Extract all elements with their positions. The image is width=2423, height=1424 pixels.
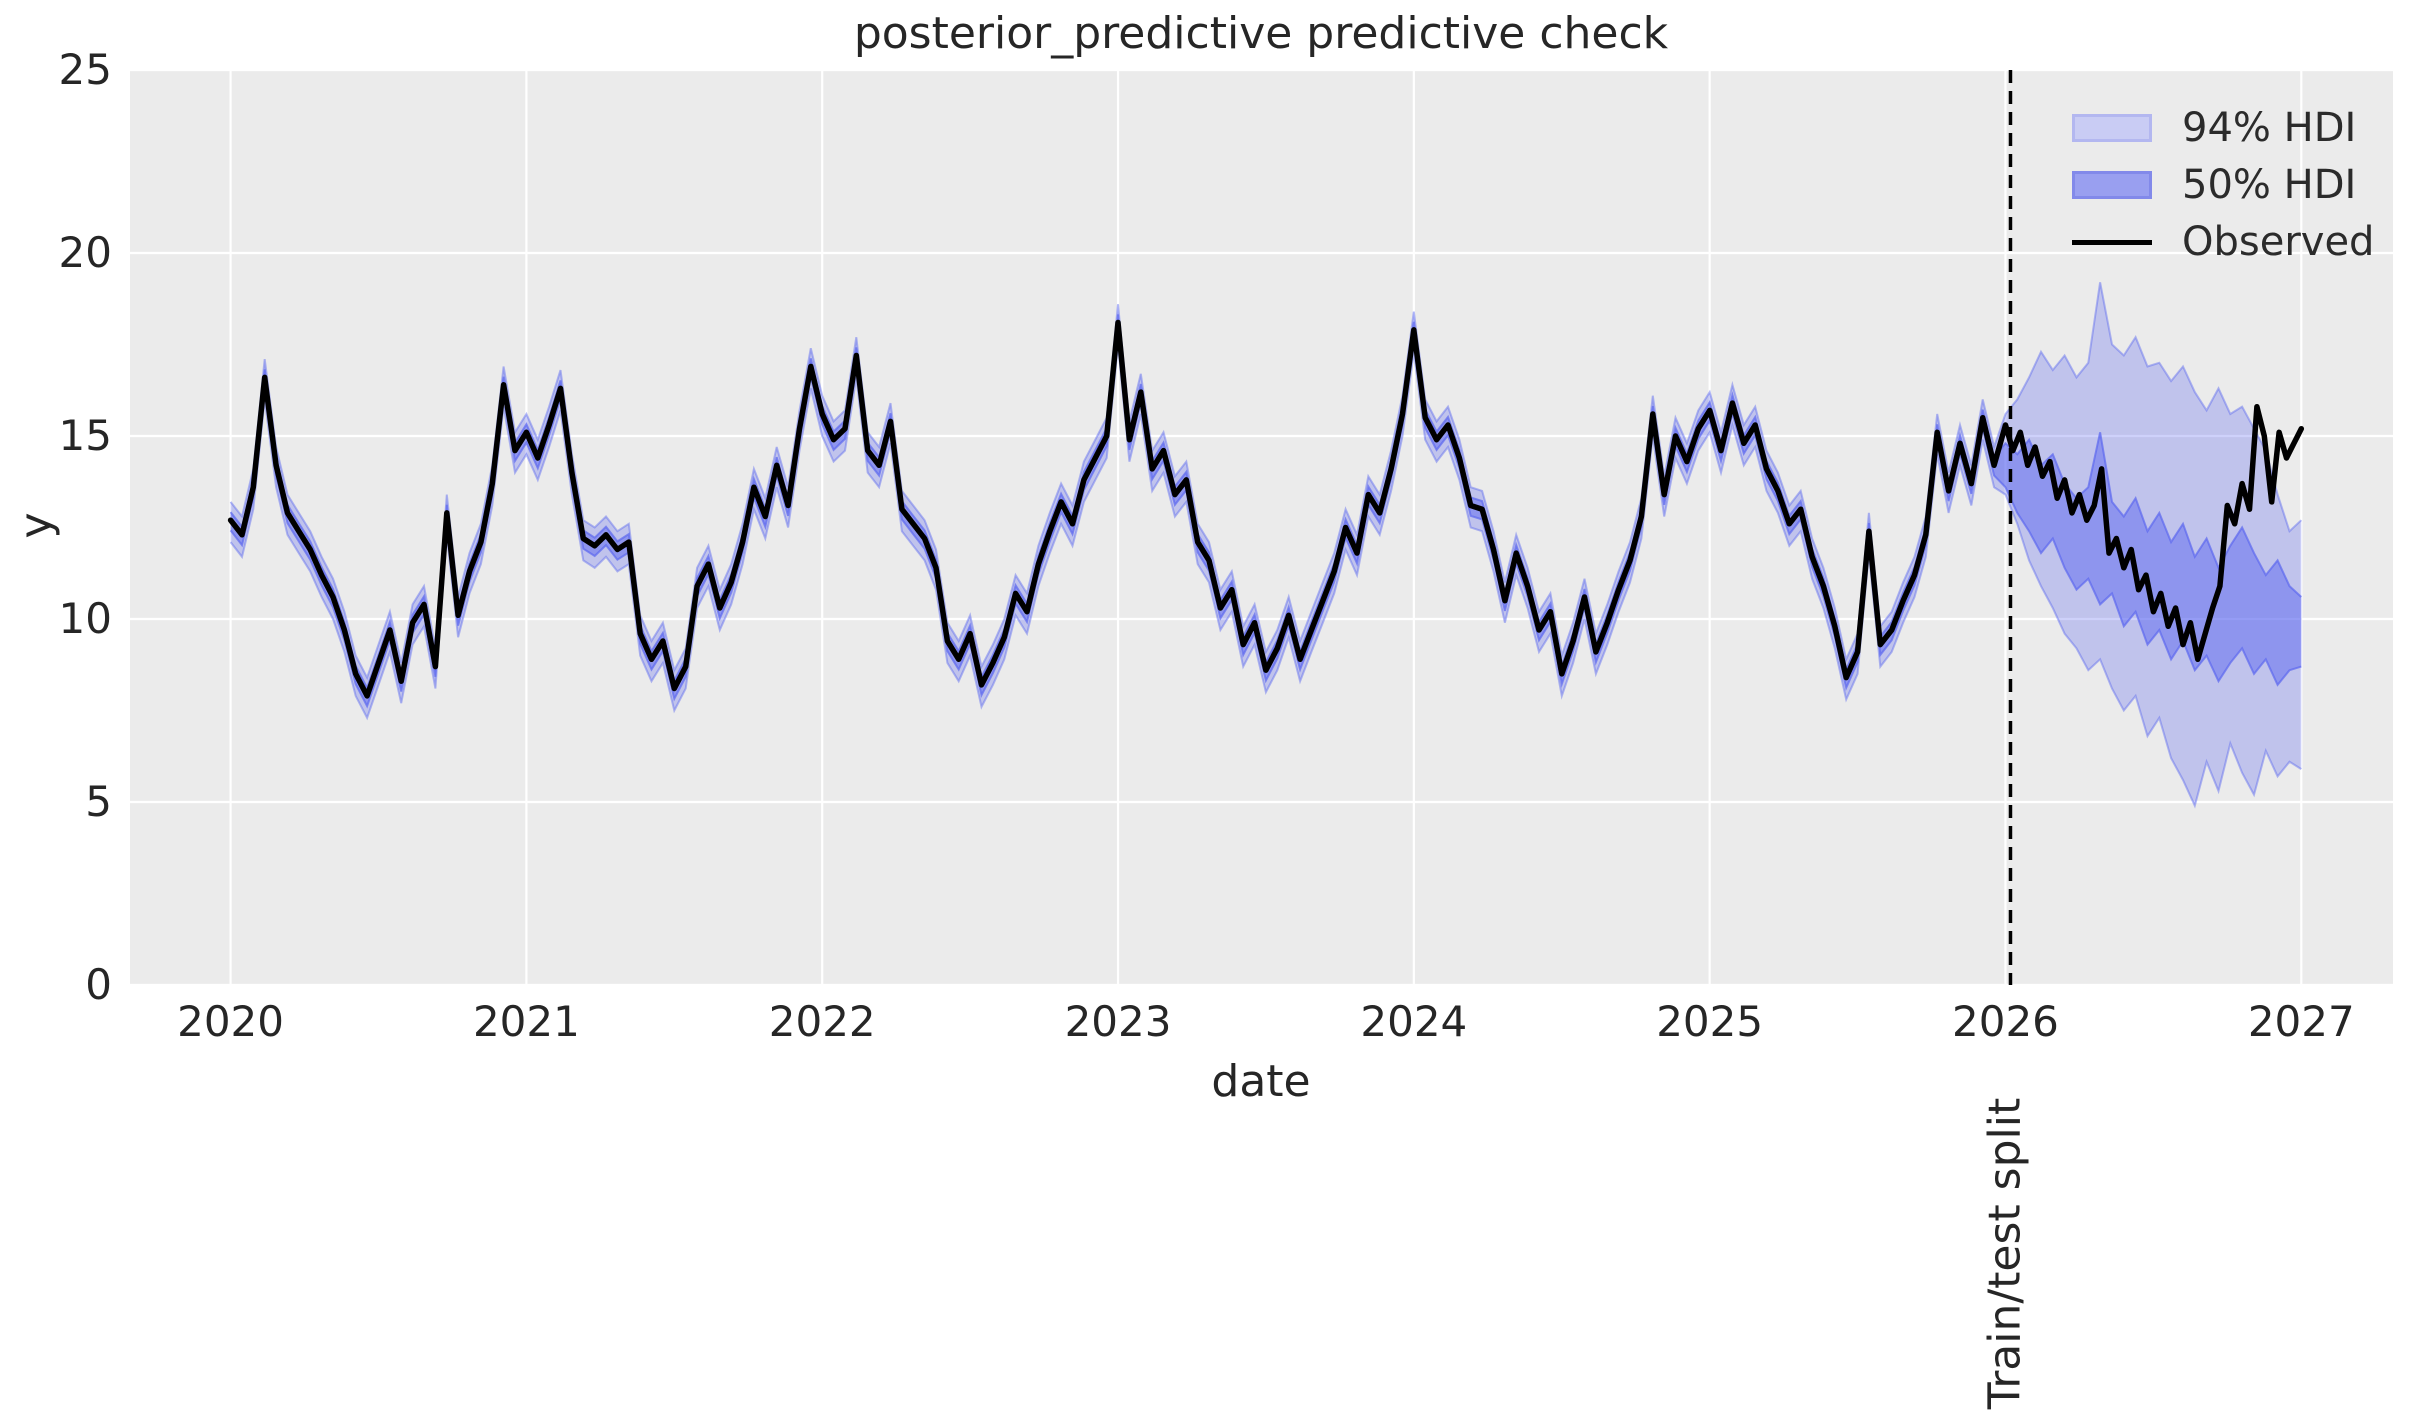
x-tick-label: 2025: [1656, 997, 1764, 1046]
observed-line: [227, 319, 2305, 699]
y-tick-label: 15: [58, 411, 112, 460]
hdi-94-swatch: [2072, 114, 2152, 142]
chart-series: [227, 282, 2305, 809]
hdi-94-upper-edge: [229, 282, 2302, 681]
y-tick-label: 25: [58, 45, 112, 94]
train-test-split-label: Train/test split: [1979, 1097, 2031, 1410]
legend-label: 50% HDI: [2182, 162, 2357, 208]
plot-area: [130, 70, 2393, 985]
legend-entry-observed: Observed: [2072, 219, 2374, 265]
legend-entry-50-hdi: 50% HDI: [2072, 162, 2356, 208]
x-tick-label: 2024: [1360, 997, 1468, 1046]
y-tick-label: 20: [58, 228, 112, 277]
x-axis-label: date: [1211, 1056, 1311, 1107]
hdi-50-swatch: [2072, 171, 2152, 199]
observed-line-swatch: [2072, 239, 2152, 245]
y-tick-label: 5: [85, 777, 112, 826]
x-tick-label: 2020: [177, 997, 284, 1046]
y-tick-label: 0: [85, 960, 112, 1009]
hdi-94-lower-edge: [229, 344, 2302, 809]
y-axis-label: y: [10, 512, 62, 539]
legend-label: Observed: [2182, 219, 2375, 265]
x-tick-label: 2022: [768, 997, 876, 1046]
x-tick-label: 2026: [1952, 997, 2059, 1046]
x-tick-label: 2023: [1064, 997, 1172, 1046]
hdi-94-band: [230, 282, 2302, 806]
y-tick-label: 10: [58, 594, 112, 643]
legend-label: 94% HDI: [2182, 105, 2357, 151]
legend-entry-94-hdi: 94% HDI: [2072, 105, 2356, 151]
chart-title: posterior_predictive predictive check: [853, 8, 1669, 59]
x-tick-label: 2027: [2247, 997, 2355, 1046]
x-tick-label: 2021: [472, 997, 580, 1046]
